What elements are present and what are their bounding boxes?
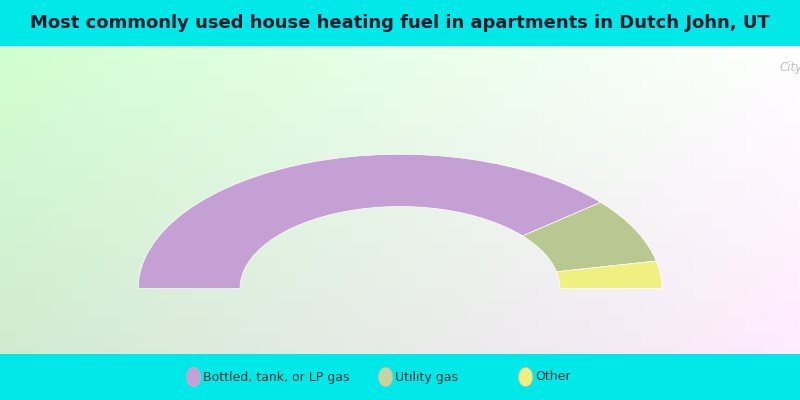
Ellipse shape	[378, 367, 393, 387]
Wedge shape	[138, 154, 601, 289]
Wedge shape	[522, 202, 656, 272]
Ellipse shape	[186, 367, 201, 387]
Wedge shape	[557, 261, 662, 289]
Text: Bottled, tank, or LP gas: Bottled, tank, or LP gas	[203, 370, 350, 384]
Ellipse shape	[518, 367, 533, 387]
Text: Utility gas: Utility gas	[395, 370, 458, 384]
Text: Most commonly used house heating fuel in apartments in Dutch John, UT: Most commonly used house heating fuel in…	[30, 14, 770, 32]
Text: City-Data.com: City-Data.com	[780, 62, 800, 74]
Text: Other: Other	[535, 370, 570, 384]
